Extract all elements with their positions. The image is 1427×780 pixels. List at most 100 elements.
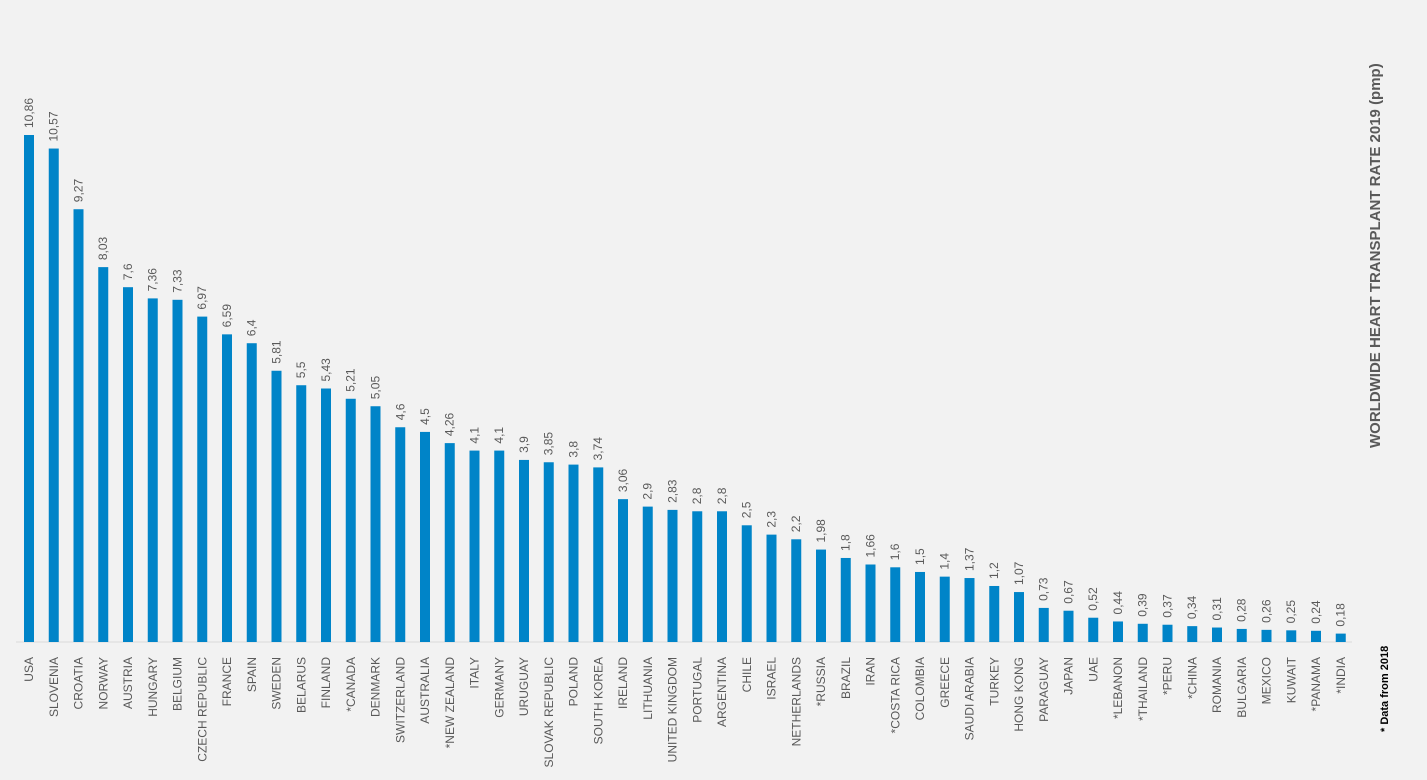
category-label: SOUTH KOREA [591,657,605,744]
bar [1236,628,1247,642]
data-label: 7,33 [171,269,185,293]
bar [840,557,851,642]
category-label: *LEBANON [1111,657,1125,719]
bar [98,267,109,642]
data-label: 1,5 [913,548,927,565]
bar [1088,617,1099,642]
data-label: 2,83 [666,479,680,503]
category-label: MEXICO [1260,657,1274,704]
category-label: SWITZERLAND [393,657,407,743]
bar [24,135,34,642]
data-label: 10,57 [47,111,61,141]
data-label: 2,5 [740,501,754,518]
bar [172,299,183,642]
category-label: *INDIA [1334,657,1348,694]
bar [197,316,208,642]
category-label: GERMANY [492,657,506,718]
bar [692,511,703,642]
data-label: 4,1 [468,427,482,444]
bar [395,427,406,642]
data-label: 0,28 [1235,598,1249,622]
data-label: 0,39 [1136,593,1150,617]
category-label: BELGIUM [171,657,185,711]
bar [147,298,158,642]
category-label: GREECE [938,657,952,708]
bar [1137,623,1148,642]
data-label: 1,98 [814,519,828,543]
data-label: 1,8 [839,534,853,551]
data-label: 4,5 [418,408,432,425]
bar [1014,592,1024,642]
category-label: ITALY [468,657,482,689]
bar [791,539,802,642]
category-label: *THAILAND [1136,657,1150,721]
category-label: NORWAY [96,657,110,709]
chart-footnote: * Data from 2018 [1379,645,1391,732]
category-label: AUSTRIA [121,657,135,709]
data-label: 5,05 [369,376,383,400]
bar [1261,629,1272,642]
bar [1162,624,1173,642]
category-label: LITHUANIA [641,657,655,720]
category-label: ROMANIA [1210,657,1224,713]
bar [816,549,826,642]
data-label: 3,74 [591,437,605,461]
data-label: 5,81 [270,340,284,364]
data-label: 0,52 [1086,587,1100,611]
category-label: *CANADA [344,657,358,712]
bar [1187,626,1198,642]
bar [766,534,777,642]
data-label: 0,37 [1161,594,1175,618]
data-label: 0,34 [1185,595,1199,619]
bar [543,462,554,642]
category-label: SAUDI ARABIA [963,657,977,740]
bar [420,431,430,642]
data-label: 5,43 [319,358,333,382]
category-label: COLOMBIA [913,657,927,720]
category-label: DENMARK [369,657,383,717]
data-label: 1,37 [963,547,977,571]
category-label: PORTUGAL [690,657,704,723]
category-label: *PANAMA [1309,657,1323,711]
bar [246,343,257,642]
data-label: 1,66 [864,534,878,558]
bar [593,467,604,642]
bar [469,450,480,642]
bar [1212,627,1222,642]
category-label: SLOVENIA [47,657,61,717]
category-label: HONG KONG [1012,657,1026,732]
data-label: 2,8 [715,487,729,504]
category-label: ISRAEL [765,657,779,700]
category-label: CROATIA [72,657,86,709]
data-label: 0,25 [1284,600,1298,624]
data-label: 0,18 [1334,603,1348,627]
value-label-group: 10,86 10,57 9,27 8,03 7,6 7,36 7,33 6,97 6,59 6,4… [22,98,1348,627]
category-label-group: USA SLOVENIA CROATIA NORWAY AUSTRIA HUNGARY BE… [22,656,1348,767]
data-label: 5,21 [344,368,358,392]
category-label: POLAND [567,657,581,707]
bar [865,564,876,642]
data-label: 2,3 [765,511,779,528]
category-label: *COSTA RICA [888,657,902,733]
data-label: 3,06 [616,468,630,492]
data-label: 10,86 [22,98,36,128]
category-label: UNITED KINGDOM [666,657,680,762]
data-label: 1,2 [987,562,1001,579]
bar [48,148,59,643]
data-label: 0,67 [1062,580,1076,604]
bar [271,370,282,642]
bar [1063,610,1074,642]
bar [618,499,628,642]
data-label: 2,9 [641,483,655,500]
bar [123,287,133,642]
category-label: BULGARIA [1235,657,1249,718]
data-label: 7,36 [146,268,160,292]
data-label: 0,24 [1309,600,1323,624]
category-label: IRAN [864,657,878,686]
data-label: 6,97 [195,286,209,310]
category-label: *CHINA [1185,657,1199,699]
category-label: NETHERLANDS [789,657,803,746]
category-label: BELARUS [294,657,308,713]
category-label: URUGUAY [517,657,531,716]
